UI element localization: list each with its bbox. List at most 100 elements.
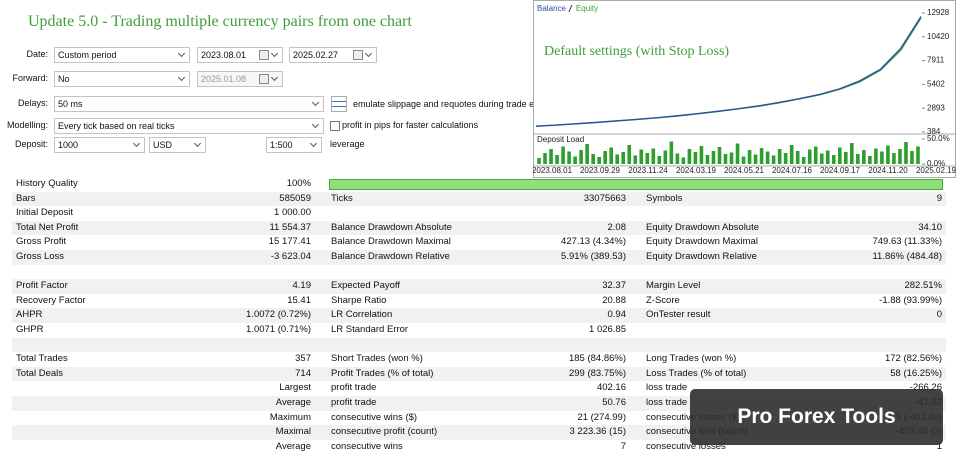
- cell-value: 3 223.36 (15): [569, 426, 626, 438]
- cell-label: History Quality: [16, 178, 78, 189]
- cell-label: consecutive losses: [646, 440, 726, 452]
- y-tick-label: 7911: [927, 56, 945, 65]
- bar: [819, 153, 824, 164]
- y-tick-label: 12928: [927, 8, 950, 17]
- cell-value: 1 000.00: [274, 207, 311, 219]
- bar: [898, 149, 902, 164]
- chart-frame: [533, 0, 956, 178]
- table-row: [12, 264, 946, 280]
- table-row: [12, 279, 946, 294]
- date-to[interactable]: 2025.02.27: [289, 47, 377, 63]
- x-tick-label: 2024.03.19: [676, 166, 717, 175]
- bar: [669, 141, 674, 164]
- y-tick-label: 2893: [927, 103, 945, 112]
- bar: [597, 157, 601, 164]
- cell-value: 172 (82.56%): [884, 353, 942, 365]
- cell-label: Gross Profit: [16, 236, 67, 248]
- currency-select[interactable]: USD: [149, 137, 206, 153]
- bar: [807, 149, 812, 164]
- y-tick-label: 50.0%: [927, 134, 950, 143]
- cell-label: OnTester result: [646, 309, 711, 321]
- table-row: [12, 235, 946, 250]
- deposit-input[interactable]: 1000: [54, 137, 145, 153]
- bar: [603, 151, 607, 164]
- cell-label: Balance Drawdown Maximal: [331, 236, 451, 248]
- bar: [916, 146, 920, 164]
- cell-label: Long Trades (won %): [646, 353, 737, 365]
- table-row: [12, 191, 946, 207]
- checkbox-icon[interactable]: [259, 50, 269, 60]
- bar: [862, 150, 866, 164]
- cell-label: Short Trades (won %): [331, 353, 423, 365]
- bar: [609, 147, 613, 164]
- legend-separator: [568, 4, 573, 13]
- leverage-label: leverage: [330, 139, 365, 149]
- bar: [615, 154, 620, 164]
- checkbox[interactable]: [330, 121, 340, 131]
- panel-title: Deposit Load: [537, 135, 584, 144]
- bar: [681, 157, 686, 164]
- leverage-select[interactable]: 1:500: [266, 137, 322, 153]
- bar: [549, 149, 553, 164]
- bar: [711, 151, 716, 164]
- cell-label: loss trade: [646, 397, 688, 408]
- cell-label: profit trade: [331, 382, 377, 394]
- legend-entry: Equity: [576, 4, 598, 13]
- bar: [886, 145, 890, 164]
- bar: [579, 150, 583, 164]
- bar: [621, 152, 626, 164]
- cell-label: Recovery Factor: [16, 294, 86, 306]
- settings-button[interactable]: [331, 96, 347, 112]
- forward-date[interactable]: 2025.01.08: [197, 71, 283, 87]
- cell-label: Balance Drawdown Absolute: [331, 221, 452, 233]
- cell-label: profit trade: [331, 397, 377, 408]
- bar: [573, 156, 577, 164]
- y-tick-label: 5402: [927, 80, 945, 89]
- cell-value: Maximum: [269, 411, 311, 423]
- date-from[interactable]: 2023.08.01: [197, 47, 283, 63]
- bar: [741, 156, 746, 164]
- bar: [639, 149, 644, 164]
- cell-label: Profit Factor: [16, 280, 68, 292]
- annotation: Default settings (with Stop Loss): [544, 44, 729, 59]
- bar: [753, 154, 758, 164]
- bar: [904, 142, 908, 164]
- forward-select[interactable]: No: [54, 71, 190, 87]
- bar: [856, 154, 860, 164]
- checkbox-icon[interactable]: [353, 50, 363, 60]
- cell-value: 100%: [286, 178, 311, 189]
- cell-label: Sharpe Ratio: [331, 294, 387, 306]
- bar: [837, 147, 842, 164]
- option-text: profit in pips for faster calculations: [342, 120, 479, 130]
- cell-value: 282.51%: [904, 280, 942, 292]
- delays-select[interactable]: 50 ms: [54, 96, 324, 112]
- title: Update 5.0 - Trading multiple currency p…: [28, 13, 412, 30]
- period-select[interactable]: Custom period: [54, 47, 190, 63]
- bar: [543, 153, 547, 164]
- modelling-select[interactable]: Every tick based on real ticks: [54, 118, 324, 134]
- series-line: [535, 16, 922, 127]
- cell-label: AHPR: [16, 309, 43, 321]
- bar: [675, 153, 680, 164]
- bar: [705, 155, 710, 164]
- cell-label: LR Standard Error: [331, 324, 409, 335]
- cell-label: Equity Drawdown Maximal: [646, 236, 758, 248]
- x-tick-label: 2023.11.24: [628, 166, 668, 175]
- checkbox-icon[interactable]: [259, 74, 269, 84]
- cell-label: Equity Drawdown Absolute: [646, 221, 760, 233]
- cell-value: 0.94: [607, 309, 627, 321]
- cell-value: 299 (83.75%): [568, 367, 626, 379]
- bar: [585, 144, 589, 164]
- cell-value: 32.37: [602, 280, 626, 292]
- table-row: [12, 323, 946, 338]
- legend-entry: Balance: [537, 4, 566, 13]
- cell-label: GHPR: [16, 324, 44, 335]
- table-row: [12, 352, 946, 367]
- watermark: Pro Forex Tools: [690, 389, 943, 445]
- bar: [561, 146, 565, 164]
- cell-label: Equity Drawdown Relative: [646, 251, 757, 262]
- cell-value: 11.86% (484.48): [872, 251, 942, 262]
- cell-label: Total Deals: [16, 367, 63, 379]
- field-label: Deposit:: [14, 139, 48, 149]
- cell-label: Balance Drawdown Relative: [331, 251, 450, 262]
